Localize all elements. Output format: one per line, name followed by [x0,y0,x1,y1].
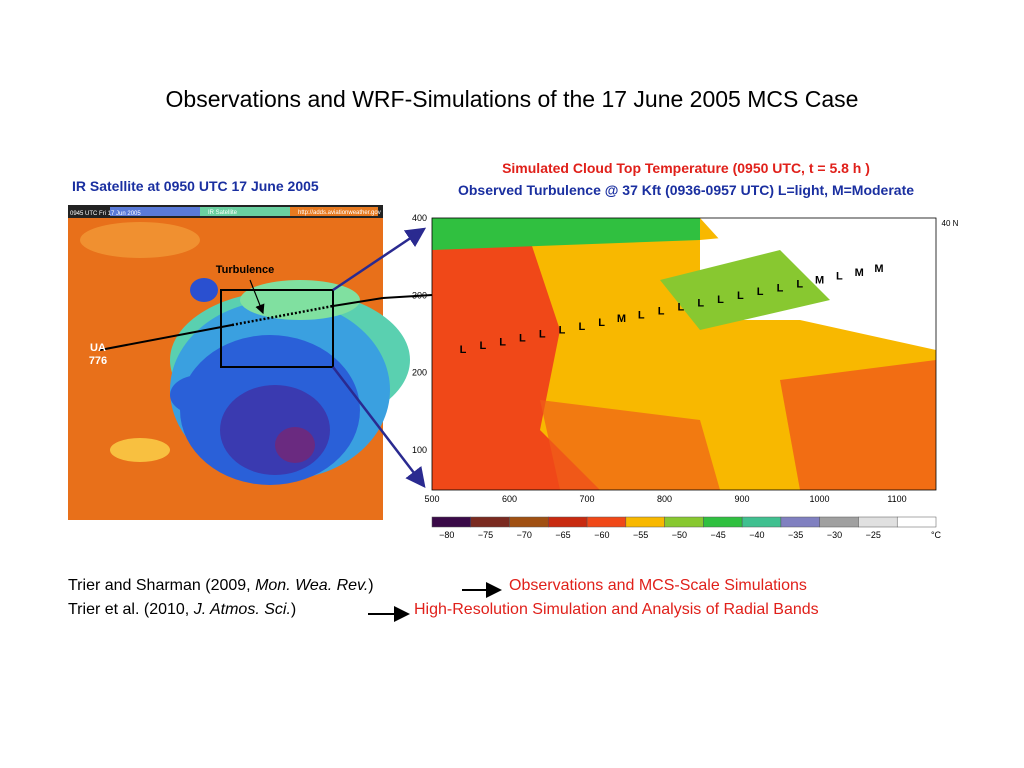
colorbar-label: −30 [827,530,842,540]
colorbar-label: −65 [555,530,570,540]
turbulence-report: L [717,294,724,306]
turbulence-report: M [874,263,883,275]
turbulence-report: L [578,321,585,333]
colorbar-label: −40 [749,530,764,540]
colorbar-swatch [664,516,704,528]
colorbar-swatch [548,516,588,528]
x-tick-label: 600 [502,494,517,504]
colorbar-label: −35 [788,530,803,540]
colorbar-swatch [586,516,627,528]
turbulence-report: L [499,336,506,348]
turbulence-report: L [678,302,685,314]
slide-title: Observations and WRF-Simulations of the … [165,86,859,112]
colorbar-label: −55 [633,530,648,540]
reference: Trier and Sharman (2009, Mon. Wea. Rev.) [68,577,374,595]
turbulence-pointer [249,279,265,315]
turbulence-report: M [855,267,864,279]
ref-close: ) [290,601,297,618]
sat-clouds [80,222,410,485]
turbulence-report: L [519,332,526,344]
ref-topic: High-Resolution Simulation and Analysis … [414,601,819,618]
turbulence-report: M [815,275,824,287]
colorbar-label: −70 [517,530,532,540]
colorbar-label: −25 [866,530,881,540]
y-tick-label: 400 [412,213,427,223]
colorbar-label: −45 [711,530,726,540]
turbulence-report: L [539,329,546,341]
ref-authors: Trier and Sharman (2009, [68,577,256,594]
reference: Trier et al. (2010, J. Atmos. Sci.) [68,601,296,619]
turbulence-report: M [617,313,626,325]
turbulence-report: L [638,309,645,321]
x-tick-label: 500 [424,494,439,504]
sat-header-scale [110,207,378,216]
colorbar-swatch [703,516,743,528]
colorbar-swatch [625,516,665,528]
turbulence-report: L [479,340,486,352]
ref-authors: Trier et al. (2010, [68,601,194,618]
zoom-box [220,289,334,368]
x-tick-label: 1100 [887,494,906,504]
turbulence-report: L [598,317,605,329]
right-caption-2: Observed Turbulence @ 37 Kft (0936-0957 … [457,182,915,198]
colorbar-unit: °C [931,530,942,540]
flight-label: 776 [89,355,107,367]
colorbar-label: −80 [439,530,454,540]
y-tick-label: 300 [412,290,427,300]
colorbar-swatch [431,516,472,528]
flight-track-turbulent [231,304,334,327]
latitude-label: 40 N [942,219,959,228]
ref-arrows [368,582,502,622]
turbulence-report: L [559,325,566,337]
sat-header-label: IR Satellite [208,210,238,216]
flight-track [99,324,233,351]
turbulence-label: Turbulence [216,264,274,276]
x-tick-label: 1000 [809,494,829,504]
zoom-arrow [332,366,426,488]
flight-label: UA [90,342,106,354]
ref-journal: J. Atmos. Sci. [193,601,291,618]
flight-track [382,294,433,299]
sim-fields [432,218,936,490]
right-caption-1: Simulated Cloud Top Temperature (0950 UT… [502,160,870,176]
x-tick-label: 900 [734,494,749,504]
turbulence-report: L [737,290,744,302]
turbulence-report: L [460,344,467,356]
turbulence-report: L [757,286,764,298]
ref-close: ) [368,577,374,594]
sim-frame [431,217,937,491]
colorbar-label: −75 [478,530,493,540]
y-tick-label: 100 [412,445,427,455]
y-tick-label: 200 [412,368,427,378]
colorbar-swatch [819,516,859,528]
colorbar-swatch [509,516,549,528]
x-tick-label: 700 [579,494,594,504]
x-tick-label: 800 [657,494,672,504]
sat-header-url: http://adds.aviationweather.gov [298,210,381,216]
figures: 0945 UTC Fri 17 Jun 2005 IR Satellite ht… [68,205,959,540]
colorbar-swatch [896,516,937,528]
ref-topic: Observations and MCS-Scale Simulations [509,577,807,594]
flight-track [332,297,384,307]
turbulence-report: L [777,282,784,294]
ref-journal: Mon. Wea. Rev. [255,577,369,594]
colorbar-label: −50 [672,530,687,540]
turbulence-report: L [697,298,704,310]
left-caption: IR Satellite at 0950 UTC 17 June 2005 [72,178,319,194]
turbulence-report: L [796,278,803,290]
colorbar-swatch [858,516,898,528]
sat-header-time: 0945 UTC Fri 17 Jun 2005 [70,211,141,217]
turbulence-report: L [836,271,843,283]
colorbar-swatch [470,516,510,528]
zoom-arrow [332,227,427,292]
colorbar-swatch [780,516,820,528]
colorbar-label: −60 [594,530,609,540]
colorbar-swatch [741,516,782,528]
turbulence-report: L [658,305,665,317]
